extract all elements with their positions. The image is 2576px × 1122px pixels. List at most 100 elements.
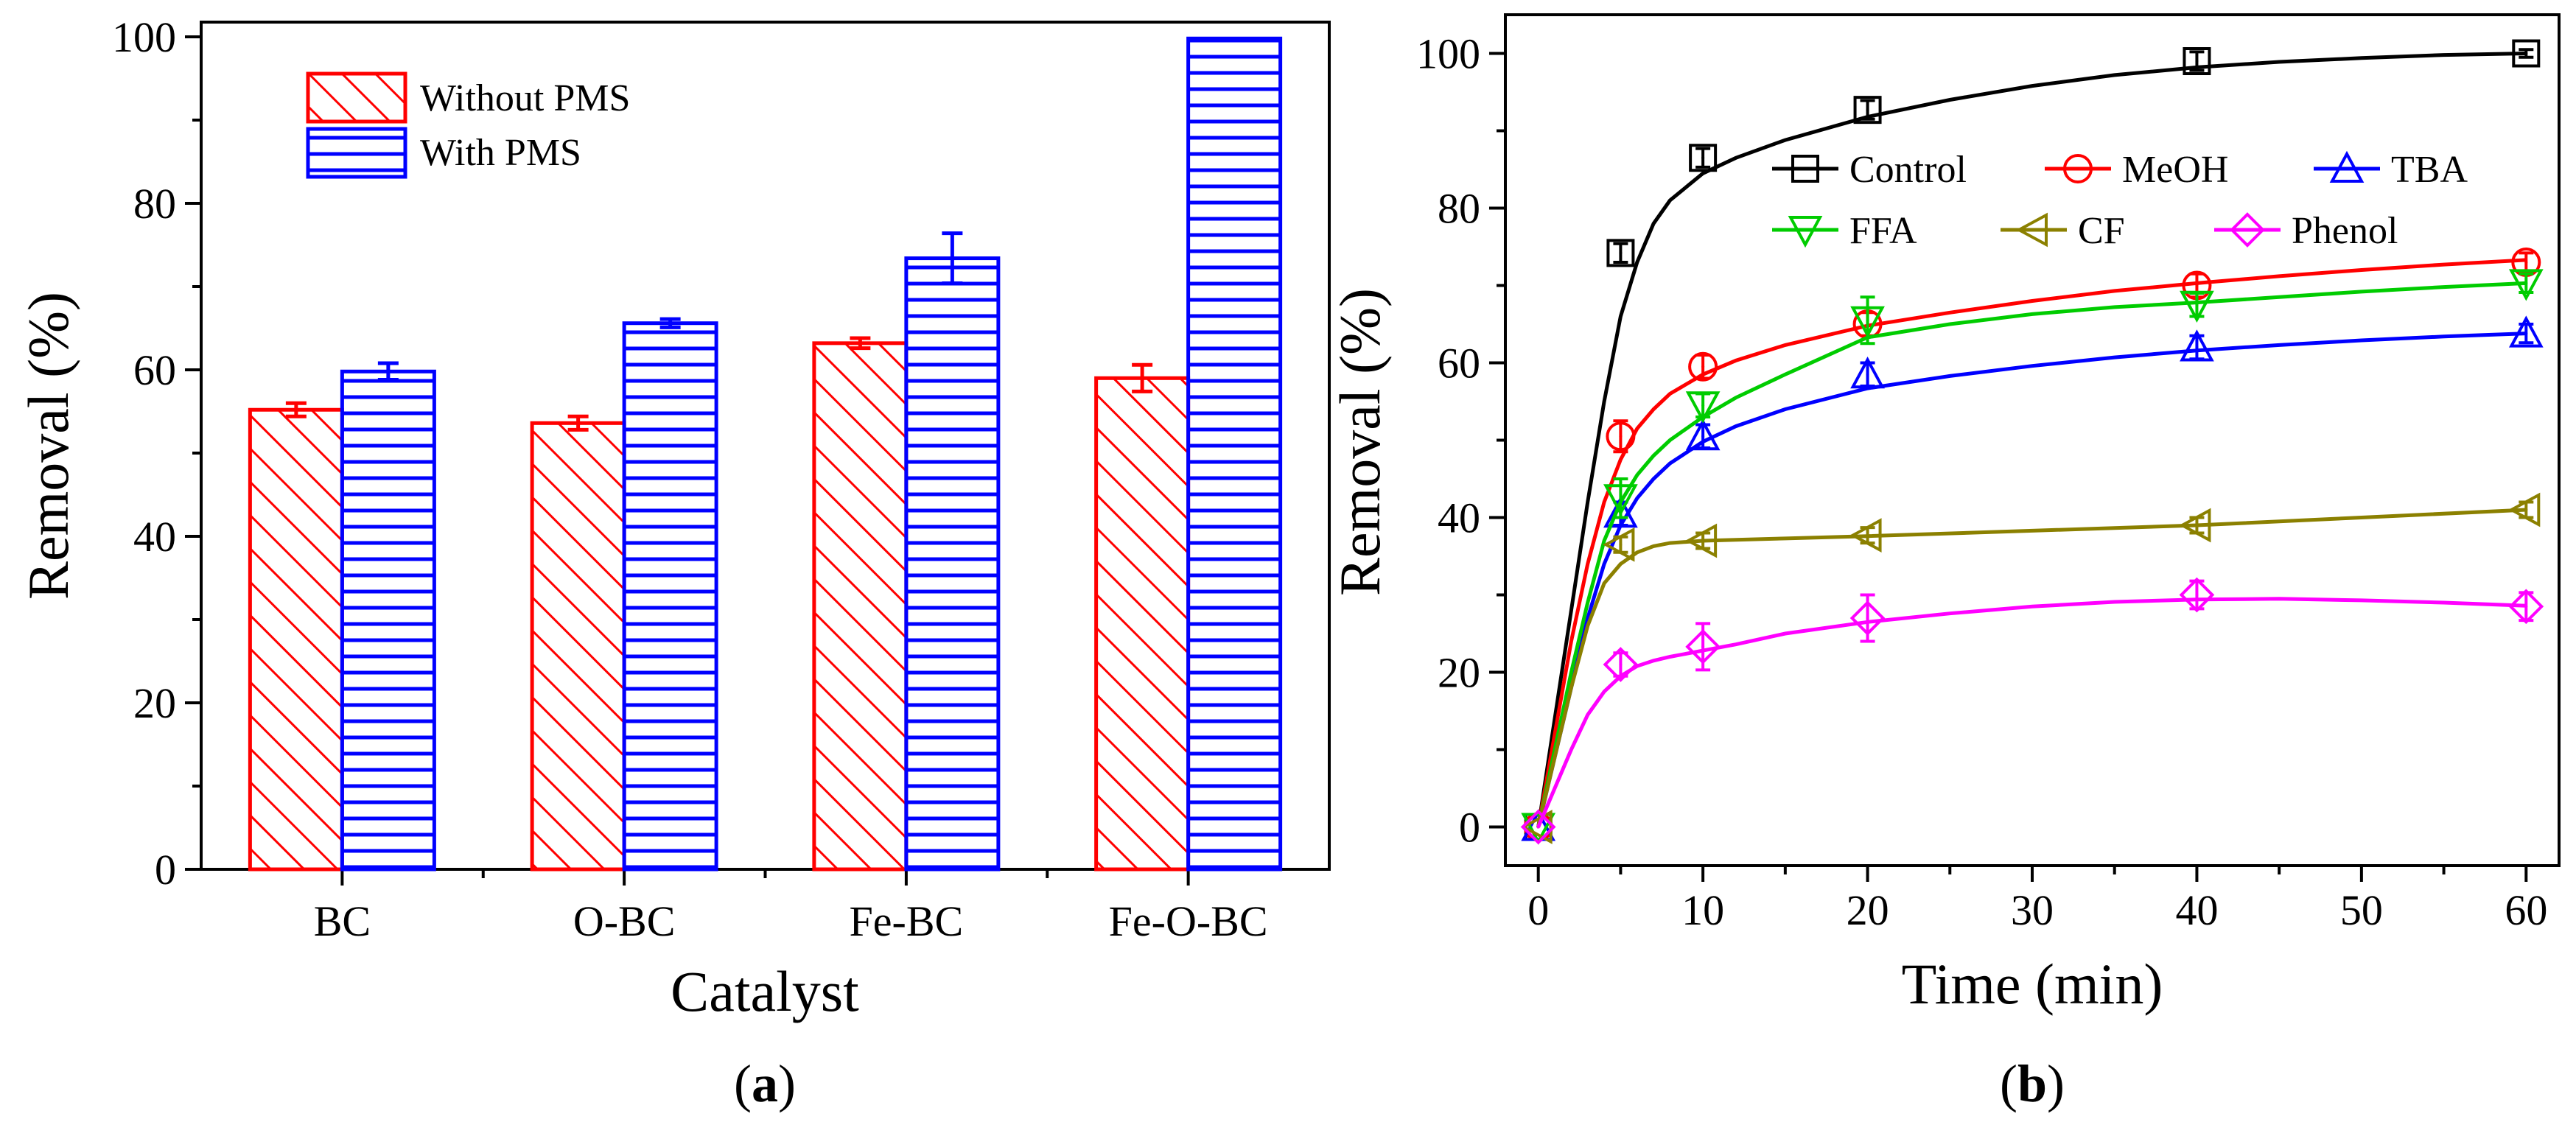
fit-line-cf: [1536, 508, 2527, 828]
legend-swatch-without-pms: [306, 71, 407, 124]
y-tick-label: 80: [1438, 185, 1480, 233]
legend-label-phenol: Phenol: [2292, 210, 2398, 252]
x-tick-label: 40: [2175, 886, 2218, 934]
y-tick-label: 100: [1416, 30, 1480, 78]
legend-label-cf: CF: [2078, 210, 2125, 252]
data-point-ffa: [2508, 269, 2544, 301]
panel-b-y-axis-title: Removal (%): [1328, 288, 1392, 596]
panel-b-plot-frame: [1504, 13, 2561, 867]
panel-a-axis-ticks: 0 20 40 60 80 100 BC O-BC Fe-BC Fe-O-BC: [112, 13, 1268, 945]
data-point-phenol: [1603, 647, 1639, 682]
marker-center-dot: [2032, 228, 2035, 231]
data-point-tba: [1603, 496, 1638, 528]
y-tick-label: 40: [133, 513, 176, 561]
fit-line-meoh: [1536, 258, 2527, 827]
data-point-tba: [2508, 315, 2544, 348]
series-control: [1524, 39, 2541, 841]
marker-center-dot: [2195, 346, 2199, 349]
data-point-ffa: [1521, 813, 1556, 845]
x-tick-label-o-bc: O-BC: [573, 897, 676, 945]
fit-line-tba: [1536, 332, 2527, 828]
marker-center-dot: [1536, 825, 1540, 829]
legend-marker-control: [1791, 155, 1819, 183]
marker-center-dot: [1804, 228, 1807, 231]
fit-line-ffa: [1536, 281, 2527, 828]
y-tick-label: 60: [133, 346, 176, 394]
panel-a-legend: Without PMS With PMS: [306, 71, 630, 179]
data-point-tba: [1685, 418, 1721, 451]
marker-center-dot: [2195, 284, 2199, 287]
y-tick-label: 40: [1438, 494, 1480, 542]
bar-without-pms-bc: [248, 407, 344, 872]
x-tick-label: 0: [1527, 886, 1549, 934]
marker-center-dot: [1866, 108, 1869, 112]
marker-center-dot: [1619, 497, 1623, 500]
panel-b-label: (b): [2000, 1054, 2065, 1113]
data-point-ffa: [1850, 306, 1885, 338]
legend-label-ffa: FFA: [1849, 210, 1917, 252]
bar-without-pms-fe-o-bc: [1094, 376, 1191, 872]
panel-b-series: [1520, 39, 2544, 845]
x-tick-label: 10: [1681, 886, 1724, 934]
marker-center-dot: [2524, 281, 2528, 285]
data-point-cf: [2179, 508, 2211, 543]
data-point-control: [1853, 96, 1882, 125]
marker-center-dot: [2076, 167, 2079, 170]
panel-b-x-axis-title: Time (min): [1902, 952, 2163, 1016]
data-point-phenol: [1520, 809, 1556, 845]
y-tick-label: 0: [1459, 804, 1480, 852]
marker-center-dot: [1619, 251, 1623, 255]
x-tick-label: 50: [2340, 886, 2383, 934]
marker-center-dot: [2195, 60, 2199, 63]
y-tick-label: 20: [133, 679, 176, 727]
panel-a-label: (a): [734, 1054, 796, 1113]
x-tick-label: 20: [1847, 886, 1889, 934]
marker-center-dot: [2195, 303, 2199, 306]
bar-with-pms-bc: [340, 369, 436, 872]
panel-b-axis-ticks: 0 20 40 60 80 100 0 10 20 30 40 50 60: [1416, 30, 2547, 935]
x-tick-label-bc: BC: [314, 897, 371, 945]
x-tick-label: 30: [2011, 886, 2054, 934]
marker-center-dot: [2524, 508, 2528, 511]
legend-marker-meoh: [2063, 154, 2093, 183]
data-point-control: [2183, 47, 2211, 75]
x-tick-label: 60: [2505, 886, 2547, 934]
data-point-phenol: [1685, 629, 1721, 665]
legend-label-without-pms: Without PMS: [420, 77, 630, 119]
x-tick-label-fe-o-bc: Fe-O-BC: [1109, 897, 1268, 945]
legend-marker-ffa: [1788, 216, 1823, 248]
data-point-control: [2512, 39, 2541, 68]
panel-a-bars: [248, 36, 1283, 872]
y-tick-label: 100: [112, 13, 176, 61]
marker-center-dot: [1619, 543, 1623, 547]
data-point-phenol: [1849, 600, 1886, 636]
marker-center-dot: [1619, 435, 1623, 438]
series-ffa: [1521, 269, 2544, 845]
marker-center-dot: [1866, 318, 1869, 322]
data-point-control: [1606, 239, 1635, 267]
bar-without-pms-fe-bc: [812, 341, 909, 872]
data-point-phenol: [2508, 589, 2544, 625]
data-point-cf: [2508, 492, 2541, 527]
data-point-tba: [1850, 357, 1885, 389]
series-cf: [1520, 492, 2541, 844]
marker-center-dot: [2195, 524, 2199, 527]
data-point-ffa: [1603, 484, 1638, 516]
marker-center-dot: [1701, 365, 1705, 368]
marker-center-dot: [1866, 373, 1869, 376]
marker-center-dot: [1866, 617, 1869, 620]
marker-center-dot: [1804, 167, 1807, 170]
marker-center-dot: [1701, 404, 1705, 407]
legend-swatch-with-pms: [306, 127, 407, 179]
panel-a-x-axis-title: Catalyst: [671, 959, 859, 1023]
marker-center-dot: [1619, 663, 1623, 666]
marker-center-dot: [2524, 605, 2528, 609]
legend-label-meoh: MeOH: [2122, 149, 2228, 191]
legend-marker-phenol: [2230, 212, 2265, 248]
panel-b-legend: Control MeOH TBA FFA CF Phenol: [1772, 149, 2468, 252]
legend-label-tba: TBA: [2391, 149, 2468, 191]
data-point-tba: [2180, 329, 2214, 362]
bar-without-pms-o-bc: [530, 421, 626, 872]
data-point-cf: [1849, 518, 1882, 553]
data-point-cf: [1603, 527, 1635, 562]
